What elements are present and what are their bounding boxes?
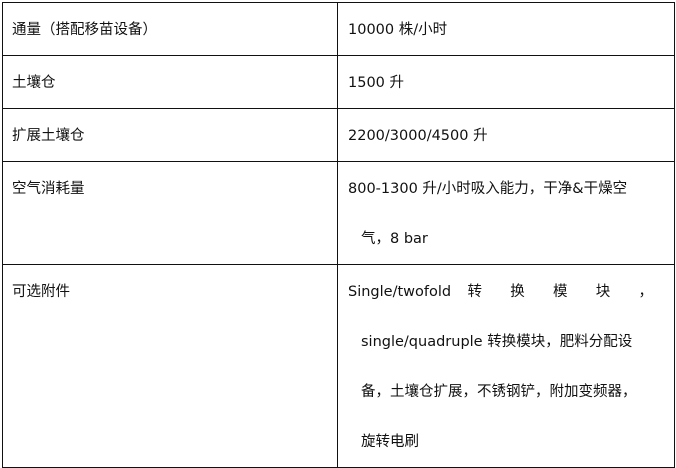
row-label: 可选附件 [2, 264, 338, 468]
value-line: single/quadruple 转换模块，肥料分配设 [361, 334, 633, 350]
table-row: 扩展土壤仓 2200/3000/4500 升 [2, 108, 675, 162]
value-line: Single/twofold 转 换 模 块 ， [348, 284, 653, 300]
value-line: 1500 升 [348, 75, 405, 91]
table-row: 可选附件 Single/twofold 转 换 模 块 ， single/qua… [2, 264, 675, 468]
row-label: 扩展土壤仓 [2, 108, 338, 162]
row-label: 空气消耗量 [2, 161, 338, 265]
value-line: 2200/3000/4500 升 [348, 128, 488, 144]
row-value: 1500 升 [337, 55, 675, 109]
value-line: 旋转电刷 [361, 434, 419, 450]
row-value: 800-1300 升/小时吸入能力，干净&干燥空 气，8 bar [337, 161, 675, 265]
row-value: Single/twofold 转 换 模 块 ， single/quadrupl… [337, 264, 675, 468]
value-line: 10000 株/小时 [348, 22, 448, 38]
value-line: 气，8 bar [361, 231, 428, 247]
table-row: 通量（搭配移苗设备） 10000 株/小时 [2, 2, 675, 56]
value-line: 备，土壤仓扩展，不锈钢铲，附加变频器， [361, 384, 637, 400]
table-row: 空气消耗量 800-1300 升/小时吸入能力，干净&干燥空 气，8 bar [2, 161, 675, 265]
row-label: 通量（搭配移苗设备） [2, 2, 338, 56]
row-value: 2200/3000/4500 升 [337, 108, 675, 162]
value-line: 800-1300 升/小时吸入能力，干净&干燥空 [348, 181, 628, 197]
row-label: 土壤仓 [2, 55, 338, 109]
row-value: 10000 株/小时 [337, 2, 675, 56]
table-row: 土壤仓 1500 升 [2, 55, 675, 109]
